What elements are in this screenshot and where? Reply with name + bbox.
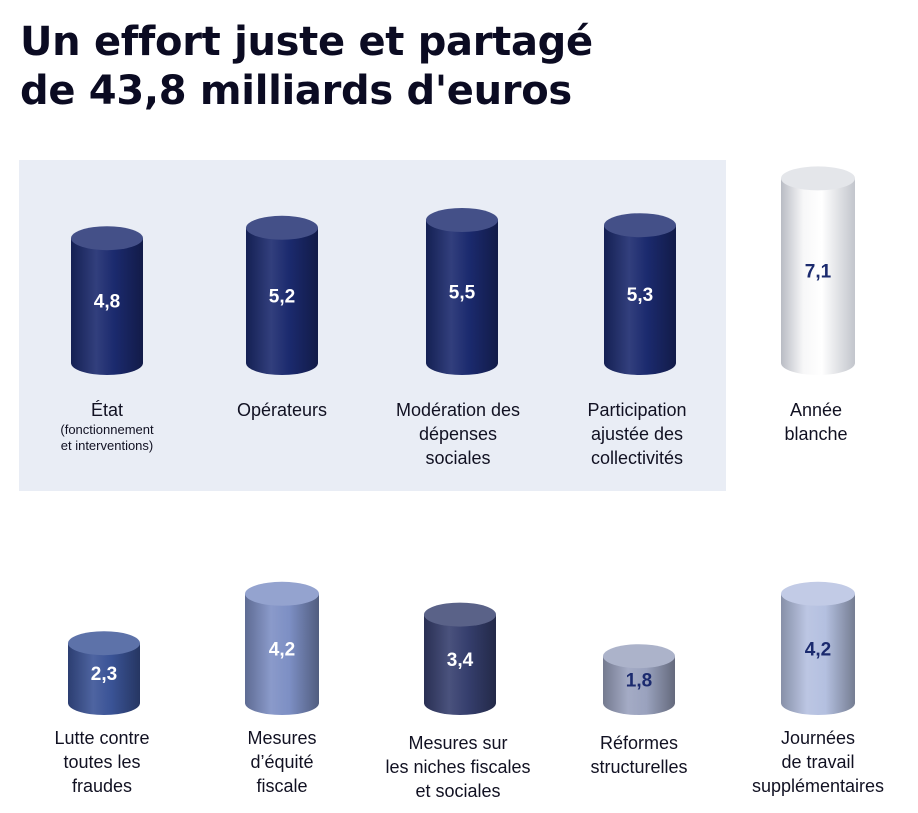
bar-value-label: 7,1 (805, 262, 832, 283)
category-label-reformes: Réformes structurelles (544, 731, 734, 779)
label-line: toutes les (63, 752, 141, 772)
bar-top (426, 208, 498, 232)
bar-top (71, 226, 143, 251)
label-line: Lutte contre (54, 728, 150, 748)
bar-body (603, 656, 675, 715)
bar-value-label: 1,8 (626, 671, 652, 692)
label-line: fiscale (256, 776, 308, 796)
chart-title: Un effort juste et partagé de 43,8 milli… (20, 18, 593, 116)
category-label-annee-blanche: Année blanche (721, 398, 911, 446)
bar-cylinder: 1,8 (603, 644, 675, 715)
bar-cylinder: 2,3 (68, 631, 140, 715)
bar-top (424, 602, 496, 627)
bar-cylinder: 4,8 (71, 226, 143, 375)
bar-cylinder: 5,2 (246, 215, 318, 375)
category-label-moderation: Modération des dépenses sociales (363, 398, 553, 470)
label-line: d’équité (250, 752, 314, 772)
bar-body (424, 614, 496, 715)
category-label-niches: Mesures sur les niches fiscales et socia… (363, 731, 553, 803)
label-line: fraudes (71, 776, 133, 796)
label-line: Mesures sur (408, 733, 508, 753)
label-line: Participation (587, 400, 687, 420)
label-line: collectivités (590, 448, 684, 468)
bar-top (781, 166, 855, 191)
bar-value-label: 4,2 (269, 639, 295, 660)
label-line: Réformes (599, 733, 679, 753)
title-line-1: Un effort juste et partagé (20, 19, 593, 65)
label-line: sociales (425, 448, 491, 468)
bar-body (71, 238, 143, 375)
category-label-equite-fiscale: Mesures d’équité fiscale (187, 726, 377, 798)
category-label-journees: Journées de travail supplémentaires (723, 726, 913, 798)
bar-top (603, 644, 675, 669)
bar-top (245, 581, 319, 606)
bar-top (246, 215, 318, 240)
category-label-participation: Participation ajustée des collectivités (542, 398, 732, 470)
bar-body (781, 593, 855, 715)
bar-cylinder: 4,2 (781, 581, 855, 715)
bar-top (604, 213, 676, 238)
bar-body (246, 227, 318, 375)
bar-value-label: 5,2 (269, 286, 295, 307)
bar-top (781, 581, 855, 606)
bar-value-label: 5,3 (627, 285, 653, 306)
bar-body (68, 643, 140, 715)
label-line: ajustée des (590, 424, 684, 444)
label-line: les niches fiscales (385, 757, 531, 777)
title-line-2: de 43,8 milliards d'euros (20, 68, 572, 114)
label-line: Année (789, 400, 843, 420)
bar-value-label: 2,3 (91, 664, 117, 685)
category-label-etat: État (fonctionnement et interventions) (12, 398, 202, 454)
bar-body (604, 225, 676, 375)
label-line: Journées (780, 728, 856, 748)
label-line: Mesures (247, 728, 317, 748)
bar-cylinder: 7,1 (781, 166, 855, 375)
bar-body (781, 178, 855, 375)
label-sub-line: et interventions) (60, 438, 154, 453)
category-label-fraudes: Lutte contre toutes les fraudes (7, 726, 197, 798)
label-line: supplémentaires (751, 776, 885, 796)
bar-value-label: 5,5 (449, 283, 476, 304)
label-line: et sociales (415, 781, 501, 801)
label-line: Opérateurs (236, 400, 328, 420)
bar-cylinder: 4,2 (245, 581, 319, 715)
label-line: Modération des (395, 400, 521, 420)
bar-body (426, 220, 498, 375)
bar-body (245, 593, 319, 715)
label-line: blanche (784, 424, 848, 444)
label-line: État (90, 400, 124, 420)
bar-cylinder: 5,3 (604, 213, 676, 375)
label-line: dépenses (418, 424, 498, 444)
bar-value-label: 4,8 (94, 292, 120, 313)
bar-cylinder: 3,4 (424, 602, 496, 715)
bar-cylinder: 5,5 (426, 208, 498, 375)
bar-value-label: 3,4 (447, 650, 474, 671)
label-sub-line: (fonctionnement (60, 422, 154, 437)
label-line: structurelles (590, 757, 688, 777)
category-label-operateurs: Opérateurs (187, 398, 377, 422)
label-line: de travail (781, 752, 855, 772)
bar-value-label: 4,2 (805, 639, 831, 660)
bar-top (68, 631, 140, 656)
